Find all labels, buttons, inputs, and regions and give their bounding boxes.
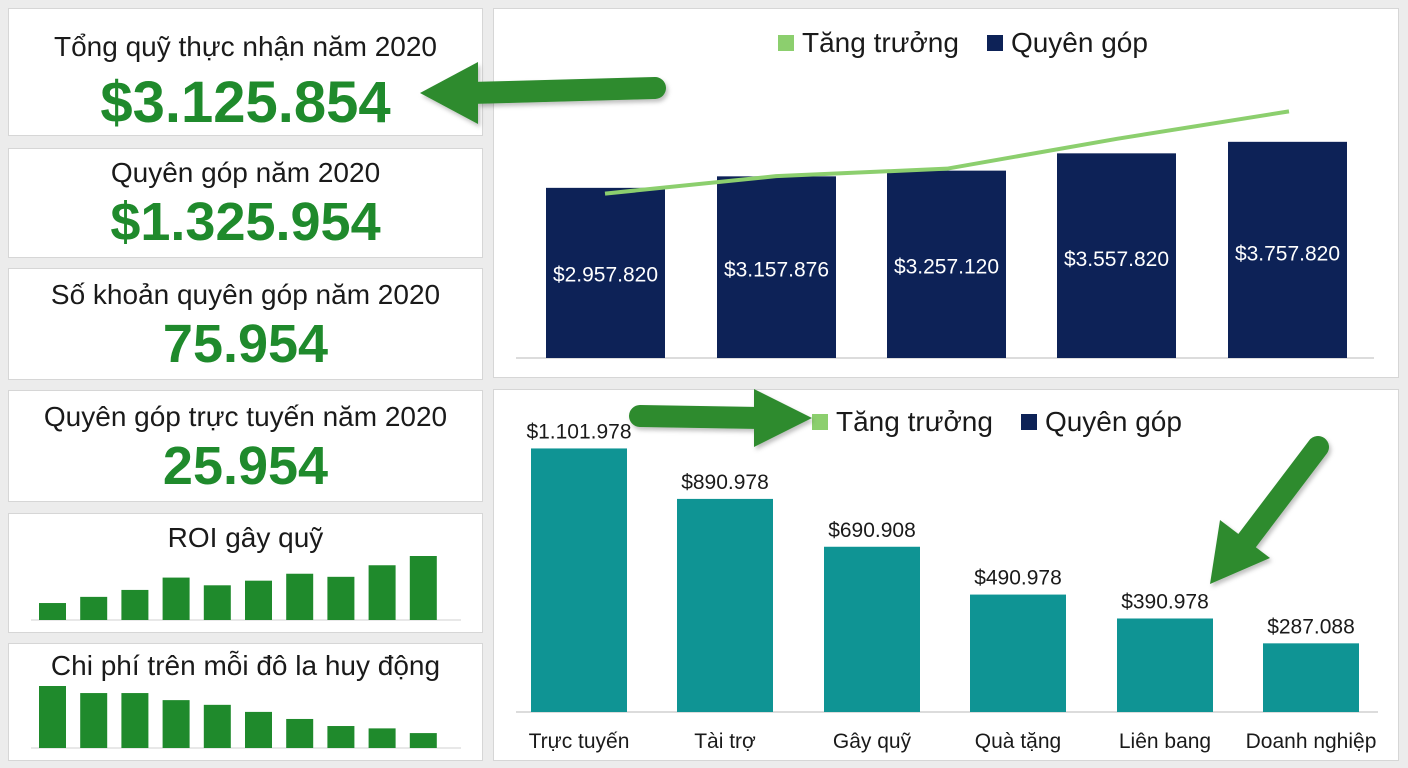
kpi-card-donations: Quyên góp năm 2020 $1.325.954 xyxy=(8,148,483,258)
category-tick-label: Tài trợ xyxy=(694,730,756,753)
legend-item-donations: Quyên góp xyxy=(986,27,1148,59)
legend-swatch-light-green xyxy=(812,414,828,430)
mini-bar xyxy=(203,704,231,748)
source-bar xyxy=(1117,618,1213,712)
kpi-label: Quyên góp năm 2020 xyxy=(110,157,381,188)
mini-bar xyxy=(327,576,355,620)
mini-bar xyxy=(409,556,437,620)
bar-value-label: $3.757.820 xyxy=(1235,243,1340,266)
bar-value-label: $490.978 xyxy=(974,567,1062,590)
donation-growth-chart: $2.957.820 $3.157.876 $3.257.120 $3.557.820… xyxy=(516,109,1374,359)
mini-bar xyxy=(121,589,149,620)
donation-bar xyxy=(546,187,665,358)
bar-value-label: $890.978 xyxy=(681,471,769,494)
mini-bar xyxy=(245,711,272,748)
chart-legend: Tăng trưởng Quyên góp xyxy=(812,406,1200,438)
donation-growth-chart-card: Tăng trưởng Quyên góp $2.957.820 $3.157.8… xyxy=(493,8,1399,378)
donation-bar xyxy=(1228,141,1347,358)
source-bar xyxy=(1263,643,1359,712)
mini-bar xyxy=(368,728,396,748)
legend-item-donations: Quyên góp xyxy=(1020,406,1182,438)
donation-source-chart-card: Tăng trưởng Quyên góp $1.101.978 Trực tuy… xyxy=(493,389,1399,761)
mini-bar xyxy=(162,577,190,620)
kpi-label: Quyên góp trực tuyến năm 2020 xyxy=(43,401,448,432)
legend-swatch-light-green xyxy=(778,35,794,51)
mini-bar xyxy=(286,718,314,748)
mini-bar xyxy=(162,700,190,748)
source-bar xyxy=(531,448,627,712)
donation-bar xyxy=(1057,153,1176,358)
bar-value-label: $3.557.820 xyxy=(1064,248,1169,271)
mini-bar xyxy=(409,733,437,748)
kpi-label: Tổng quỹ thực nhận năm 2020 xyxy=(53,31,437,62)
category-tick-label: Trực tuyến xyxy=(529,730,630,753)
legend-swatch-navy xyxy=(986,35,1003,51)
cost-chart-card: Chi phí trên mỗi đô la huy động xyxy=(8,643,483,761)
mini-bar xyxy=(327,726,355,748)
bar-value-label: $690.908 xyxy=(828,519,916,542)
category-tick-label: Gây quỹ xyxy=(833,730,912,753)
chart-title: ROI gây quỹ xyxy=(167,522,324,553)
kpi-value: 25.954 xyxy=(162,436,329,496)
mini-bar xyxy=(245,580,272,620)
source-bar xyxy=(970,594,1066,712)
bar-value-label: $1.101.978 xyxy=(526,420,631,443)
kpi-value: $3.125.854 xyxy=(100,70,391,135)
category-tick-label: Liên bang xyxy=(1119,730,1211,753)
legend-item-growth: Tăng trưởng xyxy=(812,406,993,438)
mini-bar xyxy=(39,686,66,748)
mini-bar xyxy=(286,573,314,620)
kpi-card-online-donations: Quyên góp trực tuyến năm 2020 25.954 xyxy=(8,390,483,502)
roi-chart-card: ROI gây quỹ xyxy=(8,513,483,633)
donation-bar xyxy=(887,170,1006,358)
cost-chart xyxy=(31,686,461,749)
kpi-card-donation-count: Số khoản quyên góp năm 2020 75.954 xyxy=(8,268,483,380)
kpi-value: 75.954 xyxy=(162,314,329,374)
bar-value-label: $3.157.876 xyxy=(724,258,829,281)
mini-bar xyxy=(203,585,231,620)
category-tick-label: Quà tặng xyxy=(975,730,1061,753)
mini-bar xyxy=(80,596,108,620)
legend-item-growth: Tăng trưởng xyxy=(778,27,959,59)
bar-value-label: $3.257.120 xyxy=(894,256,999,279)
kpi-card-total-funds: Tổng quỹ thực nhận năm 2020 $3.125.854 xyxy=(8,8,483,136)
bar-value-label: $390.978 xyxy=(1121,590,1209,613)
donation-source-chart: $1.101.978 Trực tuyến $890.978 Tài trợ $690.… xyxy=(516,420,1378,753)
legend-label: Quyên góp xyxy=(1010,27,1148,58)
mini-bar xyxy=(368,565,396,620)
legend-label: Quyên góp xyxy=(1044,406,1182,437)
kpi-value: $1.325.954 xyxy=(110,192,381,252)
legend-label: Tăng trưởng xyxy=(836,406,993,437)
category-tick-label: Doanh nghiệp xyxy=(1246,730,1377,753)
mini-bar xyxy=(39,603,66,620)
donation-bar xyxy=(717,176,836,358)
mini-bar xyxy=(121,693,149,748)
source-bar xyxy=(677,498,773,712)
kpi-label: Số khoản quyên góp năm 2020 xyxy=(50,279,441,310)
bar-value-label: $287.088 xyxy=(1267,615,1355,638)
source-bar xyxy=(824,546,920,712)
roi-chart xyxy=(31,556,461,621)
mini-bar xyxy=(80,693,108,748)
chart-title: Chi phí trên mỗi đô la huy động xyxy=(50,650,441,681)
legend-label: Tăng trưởng xyxy=(802,27,959,58)
bar-value-label: $2.957.820 xyxy=(553,263,658,286)
chart-legend: Tăng trưởng Quyên góp xyxy=(778,27,1166,59)
legend-swatch-navy xyxy=(1020,414,1037,430)
